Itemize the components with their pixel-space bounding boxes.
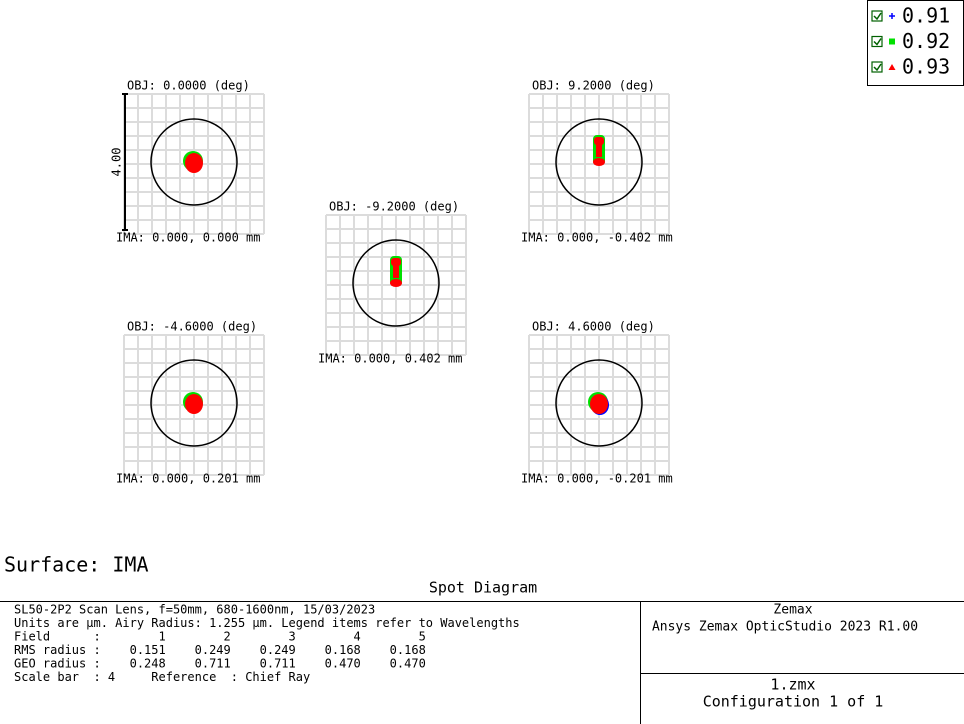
product: Ansys Zemax OpticStudio 2023 R1.00 (652, 620, 918, 635)
obj-label: OBJ: 4.6000 (deg) (532, 320, 655, 334)
legend-check (873, 38, 882, 46)
scale-bar-label: 4.00 (110, 148, 124, 177)
obj-label: OBJ: -9.2000 (deg) (329, 200, 459, 214)
file-name: 1.zmx (770, 676, 815, 694)
diagram-title: Spot Diagram (429, 579, 537, 597)
info-line: Scale bar : 4 Reference : Chief Ray (14, 670, 310, 684)
airy-circle (150, 359, 238, 447)
legend-checkbox (871, 10, 883, 22)
spot-red (393, 264, 399, 278)
legend-box (867, 0, 964, 86)
spot-red (185, 394, 203, 414)
legend-symbol (889, 13, 895, 19)
legend-label: 0.93 (902, 55, 950, 79)
legend-checkbox (871, 35, 883, 48)
airy-circle (555, 118, 643, 206)
ima-label: IMA: 0.000, 0.201 mm (116, 472, 261, 486)
info-line: RMS radius : 0.151 0.249 0.249 0.168 0.1… (14, 643, 426, 657)
ima-label: IMA: 0.000, -0.201 mm (521, 472, 673, 486)
configuration: Configuration 1 of 1 (703, 693, 884, 711)
surface-label: Surface: IMA (4, 553, 149, 577)
airy-circle (555, 359, 643, 447)
info-line: GEO radius : 0.248 0.711 0.711 0.470 0.4… (14, 657, 426, 671)
legend-symbol (889, 38, 895, 45)
legend-check (873, 63, 882, 72)
legend-check (873, 12, 882, 21)
legend-symbol (888, 64, 896, 70)
obj-label: OBJ: -4.6000 (deg) (127, 320, 257, 334)
airy-circle (150, 118, 238, 206)
spot-red (590, 394, 608, 414)
info-line: SL50-2P2 Scan Lens, f=50mm, 680-1600nm, … (14, 603, 375, 617)
info-line: Field : 1 2 3 4 5 (14, 630, 426, 644)
spot-red (596, 143, 602, 157)
ima-label: IMA: 0.000, 0.000 mm (116, 231, 261, 245)
info-line: Units are µm. Airy Radius: 1.255 µm. Leg… (14, 616, 520, 630)
company: Zemax (773, 603, 812, 618)
ima-label: IMA: 0.000, -0.402 mm (521, 231, 673, 245)
airy-circle (352, 239, 440, 327)
legend-label: 0.92 (902, 29, 950, 53)
obj-label: OBJ: 0.0000 (deg) (127, 79, 250, 93)
ima-label: IMA: 0.000, 0.402 mm (318, 352, 463, 366)
legend-checkbox (871, 61, 883, 73)
spot-red (390, 279, 402, 287)
legend-label: 0.91 (902, 4, 950, 28)
spot-red (593, 158, 605, 166)
obj-label: OBJ: 9.2000 (deg) (532, 79, 655, 93)
spot-red (185, 153, 203, 173)
